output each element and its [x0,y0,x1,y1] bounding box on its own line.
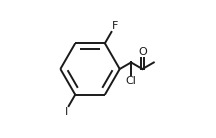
Text: Cl: Cl [126,76,137,86]
Text: I: I [65,107,68,117]
Text: F: F [112,21,119,31]
Text: O: O [138,47,147,57]
